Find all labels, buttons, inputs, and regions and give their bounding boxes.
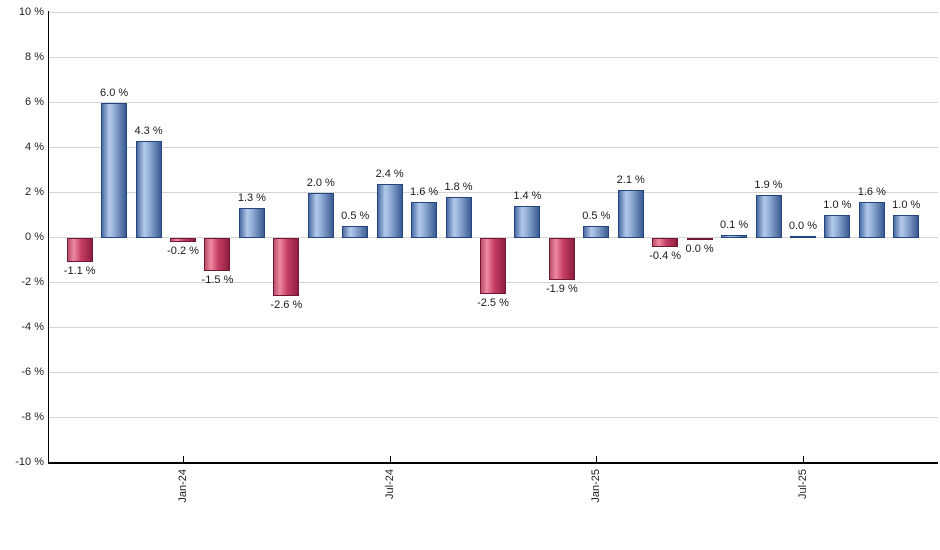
gridline — [48, 147, 938, 148]
bar — [307, 192, 334, 238]
bar — [204, 237, 231, 272]
bar — [66, 237, 93, 263]
y-axis-label: -6 % — [21, 366, 44, 378]
bar-value-label: 1.6 % — [857, 185, 886, 198]
y-axis-label: 4 % — [25, 141, 44, 153]
x-axis-tick — [389, 456, 391, 462]
bar-value-label: -1.1 % — [63, 265, 96, 278]
bar-value-label: 2.4 % — [375, 167, 404, 180]
bar — [445, 197, 472, 238]
bar-value-label: 2.0 % — [306, 176, 335, 189]
bar-value-label: 0.5 % — [582, 210, 611, 223]
y-axis-label: -8 % — [21, 411, 44, 423]
y-axis-label: 0 % — [25, 231, 44, 243]
x-axis-tick — [596, 456, 598, 462]
bar — [170, 237, 197, 242]
y-axis-label: -2 % — [21, 276, 44, 288]
bar-value-label: 0.0 % — [788, 219, 818, 232]
bar — [411, 201, 438, 238]
bar-value-label: 1.4 % — [513, 190, 542, 202]
gridline — [48, 192, 938, 193]
bar-value-label: 0.1 % — [719, 219, 749, 232]
bar — [376, 183, 403, 238]
bar-value-label: 0.0 % — [685, 242, 714, 255]
gridline — [48, 57, 938, 58]
gridline — [48, 327, 938, 328]
bar-value-label: 0.5 % — [341, 210, 370, 223]
bar — [101, 102, 128, 238]
bar-value-label: 1.3 % — [237, 192, 266, 205]
bar — [858, 201, 885, 238]
bar-value-label: 1.8 % — [444, 181, 473, 193]
x-axis-line — [48, 462, 938, 464]
y-axis-line — [48, 11, 49, 463]
x-axis-label: Jul-25 — [796, 469, 809, 499]
bar-value-label: 1.9 % — [754, 178, 783, 191]
bar-value-label: -2.5 % — [477, 296, 509, 309]
x-axis-label: Jul-24 — [383, 469, 396, 499]
x-axis-tick — [183, 456, 185, 462]
bar — [583, 226, 610, 238]
bar — [342, 226, 369, 238]
y-axis-label: 2 % — [25, 186, 44, 198]
gridline — [48, 12, 938, 13]
bar — [135, 140, 162, 238]
bar-value-label: 6.0 % — [100, 86, 129, 99]
y-axis-label: 6 % — [25, 96, 44, 108]
x-axis-tick — [802, 456, 804, 462]
bar — [721, 235, 748, 238]
y-axis-label: 10 % — [18, 6, 44, 18]
bar-value-label: 4.3 % — [134, 124, 163, 137]
bar-value-label: -0.2 % — [167, 245, 199, 257]
bar — [273, 237, 300, 296]
x-axis-label: Jan-24 — [177, 469, 190, 503]
bar — [617, 190, 644, 238]
y-axis-label: 8 % — [25, 51, 44, 63]
bar — [479, 237, 506, 294]
bar-value-label: -0.4 % — [649, 249, 682, 262]
bar — [789, 235, 816, 238]
bar-value-label: 1.6 % — [410, 185, 439, 198]
bar-value-label: -1.9 % — [545, 283, 578, 296]
y-axis-label: -4 % — [21, 321, 44, 333]
gridline — [48, 417, 938, 418]
bar — [755, 194, 782, 238]
bar — [893, 215, 920, 238]
bar — [514, 206, 541, 238]
y-axis-label: -10 % — [15, 456, 44, 468]
bar-value-label: -2.6 % — [270, 299, 303, 311]
bar — [824, 215, 851, 238]
bar — [652, 237, 679, 247]
gridline — [48, 372, 938, 373]
bar-value-label: 2.1 % — [616, 174, 645, 187]
bar-value-label: -1.5 % — [201, 274, 234, 287]
x-axis-label: Jan-25 — [590, 469, 603, 503]
bar — [686, 237, 713, 240]
bar-value-label: 1.0 % — [823, 199, 852, 211]
bar-value-label: 1.0 % — [892, 199, 921, 211]
bar — [238, 208, 265, 238]
gridline — [48, 102, 938, 103]
bar — [548, 237, 575, 281]
